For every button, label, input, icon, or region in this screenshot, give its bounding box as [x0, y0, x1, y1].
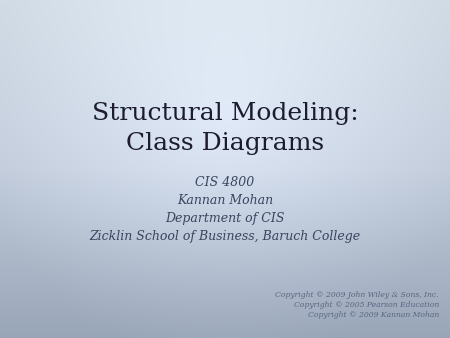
Text: Structural Modeling:
Class Diagrams: Structural Modeling: Class Diagrams — [92, 102, 358, 154]
Text: Copyright © 2009 John Wiley & Sons, Inc.
Copyright © 2005 Pearson Education
Copy: Copyright © 2009 John Wiley & Sons, Inc.… — [275, 291, 439, 319]
Text: CIS 4800
Kannan Mohan
Department of CIS
Zicklin School of Business, Baruch Colle: CIS 4800 Kannan Mohan Department of CIS … — [90, 176, 360, 243]
